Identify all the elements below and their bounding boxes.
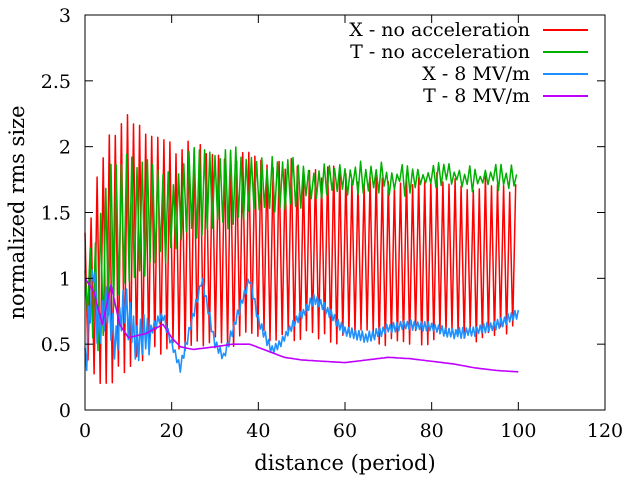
y-tick-label: 0 [59,400,71,422]
ticks-layer: 0 20 40 60 80 100 120 0 0.5 1 1.5 2 2.5 3 [41,5,623,442]
x-tick-label: 100 [500,420,536,442]
legend-label: X - 8 MV/m [422,63,530,85]
x-tick-label: 120 [587,420,623,442]
y-tick-label: 0.5 [41,334,71,356]
legend-label: X - no acceleration [349,19,530,41]
series-layer [84,114,520,385]
x-tick-label: 20 [160,420,184,442]
y-tick-label: 2 [59,137,71,159]
y-tick-label: 1.5 [41,203,71,225]
y-tick-label: 1 [59,268,71,290]
y-tick-label: 2.5 [41,71,71,93]
x-tick-label: 80 [420,420,444,442]
x-tick-label: 60 [333,420,357,442]
series-line-t-no-acceleration [84,146,518,352]
y-axis-label: normalized rms size [5,105,29,319]
x-tick-label: 0 [79,420,91,442]
y-tick-label: 3 [59,5,71,27]
series-line-x-8-mv-m [84,269,520,373]
series-line-t-8-mv-m [84,277,519,373]
x-tick-label: 40 [246,420,270,442]
legend-label: T - no acceleration [350,41,530,63]
legend-label: T - 8 MV/m [423,85,530,107]
x-axis-label: distance (period) [254,451,435,475]
